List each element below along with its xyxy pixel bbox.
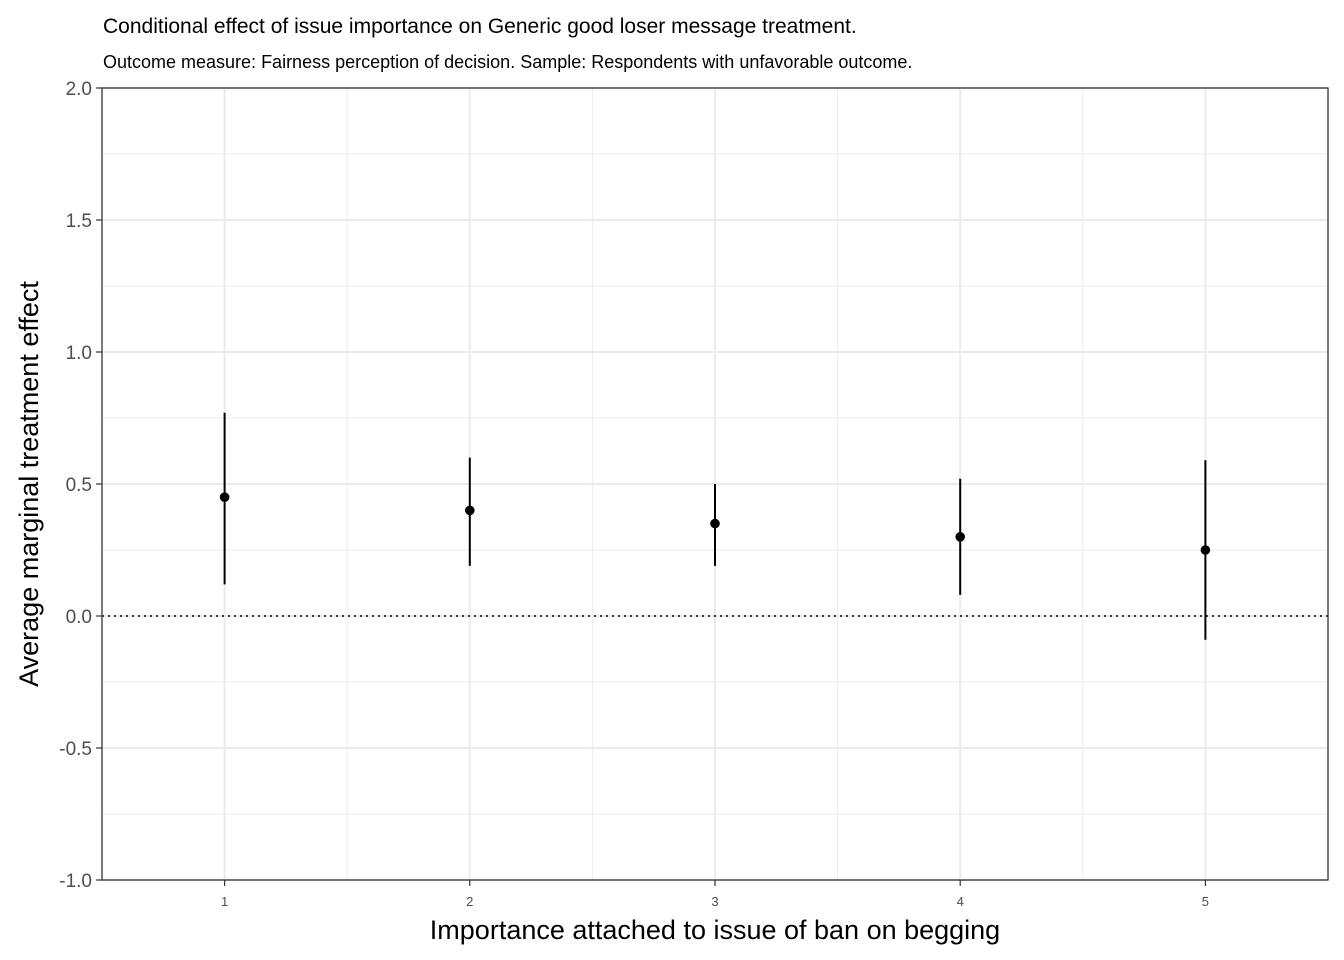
- y-tick-label: -1.0: [59, 871, 92, 892]
- y-axis: -1.0 -0.5 0.0 0.5 1.0 1.5 2.0: [59, 79, 102, 892]
- estimate-point-1: [219, 492, 230, 503]
- x-axis: 1 2 3 4 5: [221, 880, 1209, 909]
- estimate-point-2: [465, 505, 475, 516]
- x-tick-label: 1: [221, 894, 228, 909]
- y-tick-label: 1.0: [66, 343, 92, 364]
- x-tick-label: 4: [957, 894, 964, 909]
- x-tick-label: 5: [1202, 894, 1209, 909]
- x-tick-label: 3: [711, 894, 718, 909]
- y-tick-label: 2.0: [66, 79, 92, 100]
- x-axis-title: Importance attached to issue of ban on b…: [430, 915, 1000, 945]
- estimate-point-4: [955, 532, 965, 542]
- y-tick-label: -0.5: [59, 739, 92, 760]
- estimate-point-5: [1200, 545, 1211, 555]
- y-tick-label: 1.5: [66, 211, 92, 232]
- chart-subtitle: Outcome measure: Fairness perception of …: [103, 52, 912, 72]
- y-tick-label: 0.0: [66, 607, 92, 628]
- chart-title: Conditional effect of issue importance o…: [103, 15, 857, 38]
- y-axis-title: Average marginal treatment effect: [14, 281, 44, 687]
- estimate-point-3: [710, 518, 720, 529]
- x-tick-label: 2: [466, 894, 473, 909]
- y-tick-label: 0.5: [66, 475, 92, 496]
- point-estimates: [219, 492, 1211, 555]
